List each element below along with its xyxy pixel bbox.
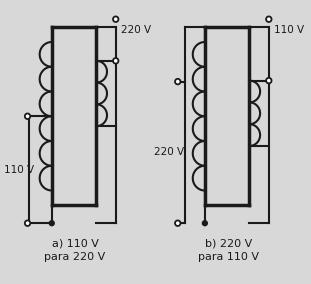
Text: 110 V: 110 V <box>4 165 35 175</box>
Text: 220 V: 220 V <box>155 147 185 157</box>
Circle shape <box>266 78 272 83</box>
Circle shape <box>175 79 180 84</box>
Circle shape <box>25 220 30 226</box>
Text: 220 V: 220 V <box>121 25 151 35</box>
Text: 110 V: 110 V <box>274 25 304 35</box>
Circle shape <box>113 16 118 22</box>
Circle shape <box>25 114 30 119</box>
Circle shape <box>113 58 118 64</box>
Text: a) 110 V
para 220 V: a) 110 V para 220 V <box>44 238 106 262</box>
Circle shape <box>202 221 207 226</box>
Text: b) 220 V
para 110 V: b) 220 V para 110 V <box>197 238 259 262</box>
Circle shape <box>266 16 272 22</box>
Circle shape <box>49 221 54 226</box>
Circle shape <box>175 220 180 226</box>
